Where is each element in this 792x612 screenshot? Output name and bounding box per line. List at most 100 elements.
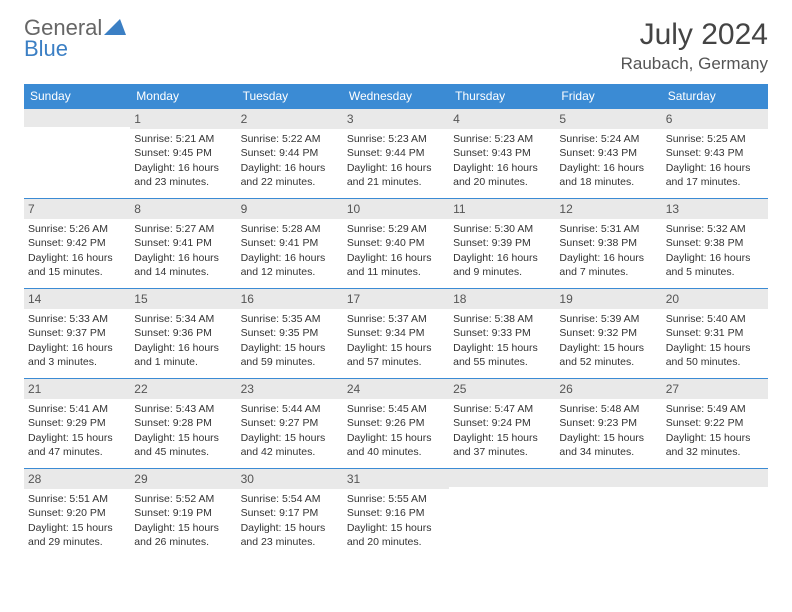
daylight-text: Daylight: 16 hours and 14 minutes. [134,251,232,279]
day-number: 18 [449,289,555,309]
weekday-header: Thursday [449,84,555,109]
sunset-text: Sunset: 9:32 PM [559,326,657,340]
daylight-text: Daylight: 16 hours and 17 minutes. [666,161,764,189]
daylight-text: Daylight: 15 hours and 23 minutes. [241,521,339,549]
sunset-text: Sunset: 9:33 PM [453,326,551,340]
calendar-day-cell: 6 Sunrise: 5:25 AMSunset: 9:43 PMDaylight… [662,109,768,199]
daylight-text: Daylight: 15 hours and 50 minutes. [666,341,764,369]
daylight-text: Daylight: 15 hours and 47 minutes. [28,431,126,459]
daylight-text: Daylight: 15 hours and 32 minutes. [666,431,764,459]
sunset-text: Sunset: 9:27 PM [241,416,339,430]
sunset-text: Sunset: 9:26 PM [347,416,445,430]
sunset-text: Sunset: 9:39 PM [453,236,551,250]
day-number: 9 [237,199,343,219]
sunrise-text: Sunrise: 5:51 AM [28,492,126,506]
sunset-text: Sunset: 9:43 PM [559,146,657,160]
calendar-day-cell: 13Sunrise: 5:32 AMSunset: 9:38 PMDayligh… [662,199,768,289]
calendar-day-cell: 17Sunrise: 5:37 AMSunset: 9:34 PMDayligh… [343,289,449,379]
calendar-day-cell: 19Sunrise: 5:39 AMSunset: 9:32 PMDayligh… [555,289,661,379]
day-number: 15 [130,289,236,309]
calendar-day-cell: 24Sunrise: 5:45 AMSunset: 9:26 PMDayligh… [343,379,449,469]
logo: General Blue [24,18,126,60]
calendar-day-cell: 27Sunrise: 5:49 AMSunset: 9:22 PMDayligh… [662,379,768,469]
day-number: 2 [237,109,343,129]
calendar-day-cell: 29Sunrise: 5:52 AMSunset: 9:19 PMDayligh… [130,469,236,559]
calendar-day-cell: 8Sunrise: 5:27 AMSunset: 9:41 PMDaylight… [130,199,236,289]
daylight-text: Daylight: 15 hours and 37 minutes. [453,431,551,459]
sunset-text: Sunset: 9:29 PM [28,416,126,430]
calendar-day-cell: 23Sunrise: 5:44 AMSunset: 9:27 PMDayligh… [237,379,343,469]
daylight-text: Daylight: 15 hours and 20 minutes. [347,521,445,549]
calendar-day-cell: 31Sunrise: 5:55 AMSunset: 9:16 PMDayligh… [343,469,449,559]
day-number: 28 [24,469,130,489]
calendar-day-cell: 15 Sunrise: 5:34 AMSunset: 9:36 PMDayligh… [130,289,236,379]
sunrise-text: Sunrise: 5:35 AM [241,312,339,326]
sunset-text: Sunset: 9:43 PM [666,146,764,160]
day-number [24,109,130,127]
daylight-text: Daylight: 15 hours and 57 minutes. [347,341,445,369]
sunset-text: Sunset: 9:44 PM [347,146,445,160]
calendar-day-cell: 9Sunrise: 5:28 AMSunset: 9:41 PMDaylight… [237,199,343,289]
day-number: 17 [343,289,449,309]
sunrise-text: Sunrise: 5:34 AM [134,312,232,326]
sunset-text: Sunset: 9:38 PM [666,236,764,250]
weekday-header: Friday [555,84,661,109]
sunset-text: Sunset: 9:16 PM [347,506,445,520]
day-number: 31 [343,469,449,489]
daylight-text: Daylight: 16 hours and 23 minutes. [134,161,232,189]
header: General Blue July 2024 Raubach, Germany [24,18,768,74]
day-number: 6 [662,109,768,129]
sunset-text: Sunset: 9:36 PM [134,326,232,340]
calendar-week-row: 14Sunrise: 5:33 AMSunset: 9:37 PMDayligh… [24,289,768,379]
day-number: 26 [555,379,661,399]
sunrise-text: Sunrise: 5:22 AM [241,132,339,146]
sunrise-text: Sunrise: 5:54 AM [241,492,339,506]
daylight-text: Daylight: 16 hours and 20 minutes. [453,161,551,189]
sunrise-text: Sunrise: 5:40 AM [666,312,764,326]
calendar-week-row: 1Sunrise: 5:21 AMSunset: 9:45 PMDaylight… [24,109,768,199]
sunset-text: Sunset: 9:24 PM [453,416,551,430]
sunrise-text: Sunrise: 5:47 AM [453,402,551,416]
sunset-text: Sunset: 9:41 PM [241,236,339,250]
page-title: July 2024 [621,18,768,52]
sunset-text: Sunset: 9:44 PM [241,146,339,160]
sunset-text: Sunset: 9:45 PM [134,146,232,160]
daylight-text: Daylight: 16 hours and 11 minutes. [347,251,445,279]
sunrise-text: Sunrise: 5:38 AM [453,312,551,326]
sunset-text: Sunset: 9:38 PM [559,236,657,250]
calendar-day-cell [555,469,661,559]
sunrise-text: Sunrise: 5:32 AM [666,222,764,236]
day-number: 14 [24,289,130,309]
logo-word2: Blue [24,39,126,60]
daylight-text: Daylight: 16 hours and 1 minute. [134,341,232,369]
day-number: 13 [662,199,768,219]
daylight-text: Daylight: 16 hours and 3 minutes. [28,341,126,369]
day-number [662,469,768,487]
daylight-text: Daylight: 16 hours and 7 minutes. [559,251,657,279]
day-number: 29 [130,469,236,489]
calendar-day-cell: 28Sunrise: 5:51 AMSunset: 9:20 PMDayligh… [24,469,130,559]
day-number: 7 [24,199,130,219]
calendar-day-cell: 30Sunrise: 5:54 AMSunset: 9:17 PMDayligh… [237,469,343,559]
calendar-body: 1Sunrise: 5:21 AMSunset: 9:45 PMDaylight… [24,109,768,559]
day-number: 1 [130,109,236,129]
sunrise-text: Sunrise: 5:21 AM [134,132,232,146]
sunrise-text: Sunrise: 5:52 AM [134,492,232,506]
day-number [555,469,661,487]
sunrise-text: Sunrise: 5:23 AM [453,132,551,146]
daylight-text: Daylight: 15 hours and 52 minutes. [559,341,657,369]
sunrise-text: Sunrise: 5:44 AM [241,402,339,416]
sunrise-text: Sunrise: 5:48 AM [559,402,657,416]
calendar-day-cell: 21Sunrise: 5:41 AMSunset: 9:29 PMDayligh… [24,379,130,469]
daylight-text: Daylight: 15 hours and 29 minutes. [28,521,126,549]
calendar-day-cell: 14Sunrise: 5:33 AMSunset: 9:37 PMDayligh… [24,289,130,379]
sunset-text: Sunset: 9:31 PM [666,326,764,340]
sunrise-text: Sunrise: 5:25 AM [666,132,764,146]
daylight-text: Daylight: 15 hours and 42 minutes. [241,431,339,459]
day-number: 12 [555,199,661,219]
day-number: 30 [237,469,343,489]
day-number: 10 [343,199,449,219]
day-number: 27 [662,379,768,399]
sunrise-text: Sunrise: 5:28 AM [241,222,339,236]
sunrise-text: Sunrise: 5:23 AM [347,132,445,146]
